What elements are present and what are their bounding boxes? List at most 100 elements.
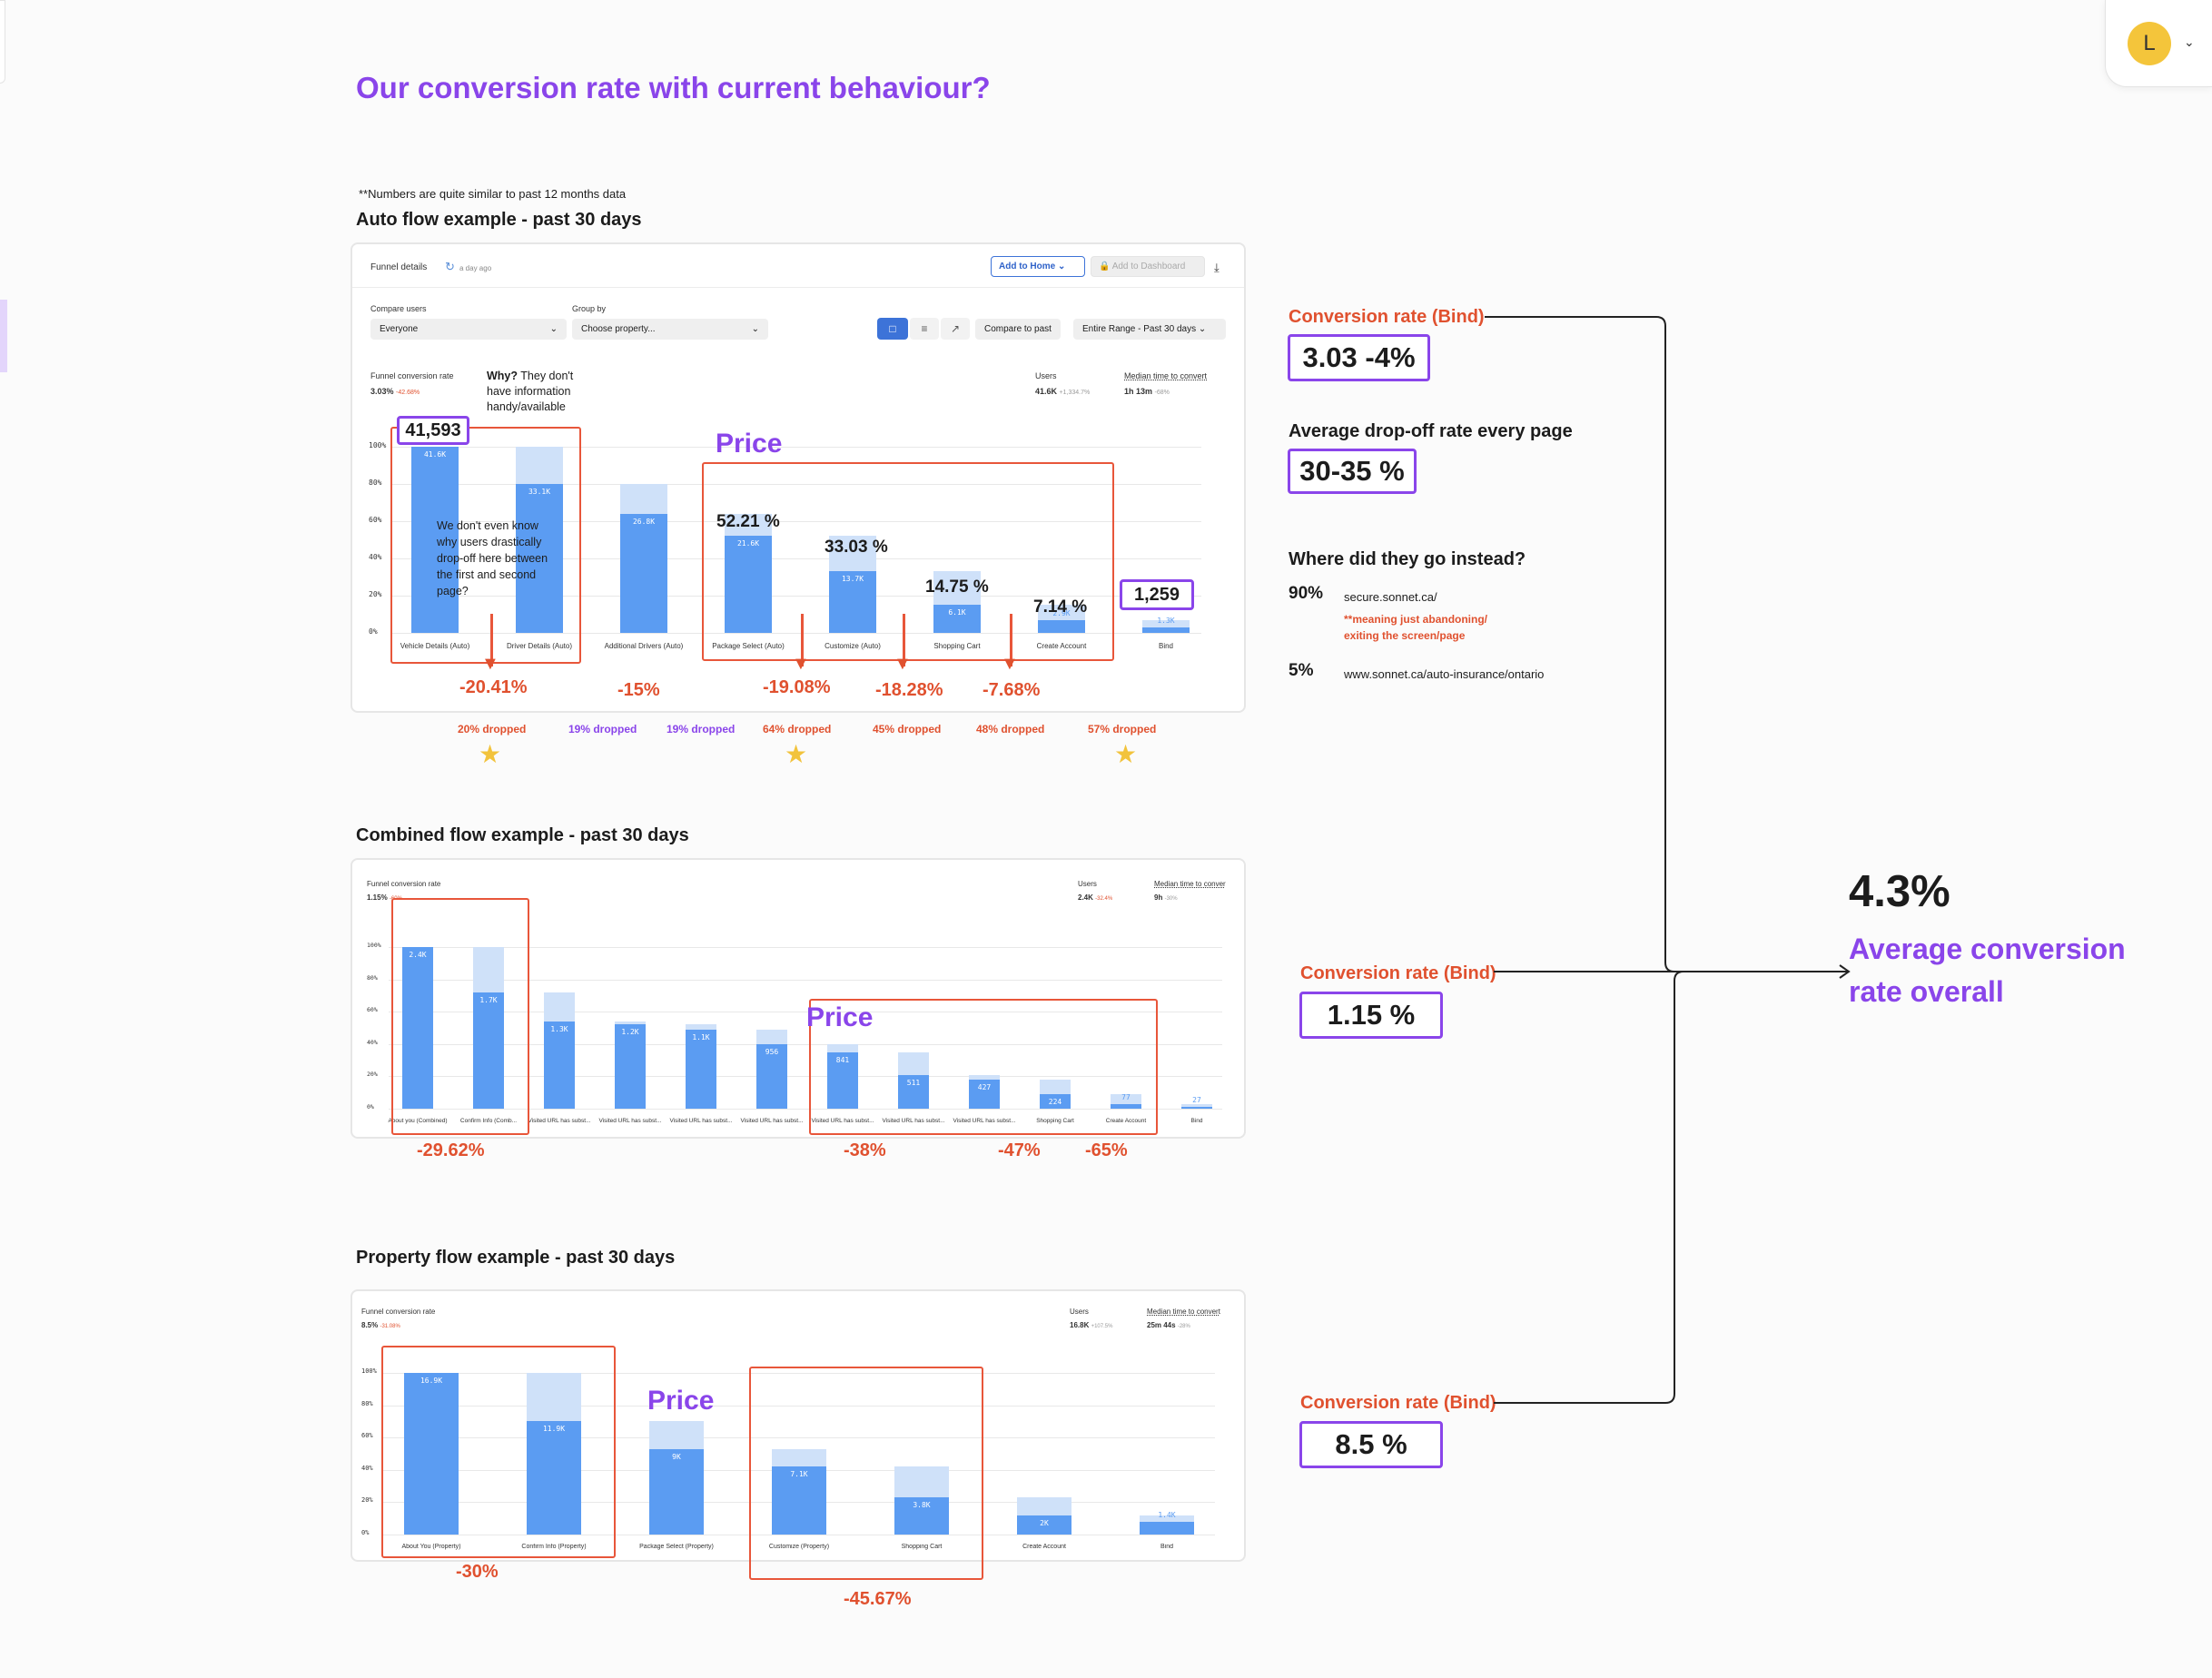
auto-price-pages-highlight [702,462,1114,661]
funnel-bar[interactable]: 26.8K [620,447,667,633]
funnel-bar[interactable]: 224 [1040,947,1071,1109]
add-to-dashboard-button[interactable]: 🔒 Add to Dashboard [1091,256,1205,277]
funnel-bar[interactable]: 6.1K [933,447,981,633]
bar-step-name: Driver Details (Auto) [506,642,572,650]
bar-value-label: 9K [672,1452,681,1461]
y-tick: 60% [361,1432,373,1440]
funnel-bar[interactable]: 1.3K [1142,447,1190,633]
funnel-bar[interactable]: 1.1K [686,947,716,1109]
property-users-number: 16.8K [1070,1321,1090,1329]
funnel-bar[interactable]: 1.4K [1140,1373,1194,1535]
funnel-bar[interactable]: 77 [1111,947,1141,1109]
arrow-head-icon: ▼ [894,654,912,674]
funnel-bar[interactable]: 3.8K [894,1373,949,1535]
combined-users-number: 2.4K [1078,893,1093,902]
auto-41593-badge: 41,593 [397,416,469,445]
funnel-bar[interactable]: 7.1K [772,1373,826,1535]
funnel-bar[interactable]: 13.7K [829,447,876,633]
funnel-bar[interactable]: 427 [969,947,1000,1109]
gridline [389,1076,1222,1078]
date-range-select[interactable]: Entire Range - Past 30 days ⌄ [1073,319,1226,340]
funnel-bar[interactable]: 1.7K [473,947,504,1109]
funnel-bar[interactable]: 511 [898,947,929,1109]
group-by-label: Group by [572,304,607,313]
download-icon[interactable]: ⤓ [1214,261,1220,274]
bar-converted-segment: 427 [969,1079,1000,1109]
auto-pct-3303: 33.03 % [825,538,888,557]
funnel-bar[interactable]: 11.9K [527,1373,581,1535]
bar-step-name: Confirm Info (Comb... [459,1118,518,1124]
funnel-bar[interactable]: 841 [827,947,858,1109]
property-drop-1: -30% [456,1562,499,1582]
bar-value-label: 11.9K [542,1425,566,1434]
combined-fcr-label: Funnel conversion rate [367,880,441,888]
dropped-label: 19% dropped [667,723,736,735]
add-to-home-button[interactable]: Add to Home ⌄ [991,256,1085,277]
property-fcr-number: 8.5% [361,1321,379,1329]
funnel-bar[interactable]: 1.3K [544,947,575,1109]
funnel-bar[interactable]: 1.2K [615,947,646,1109]
cr-property-value: 8.5 % [1299,1421,1443,1468]
arrow-head-icon: ▼ [792,654,810,674]
fcr-label: Funnel conversion rate [370,371,454,380]
y-tick: 20% [369,590,382,598]
chevron-down-icon[interactable]: ⌄ [2184,35,2195,49]
combined-drop-3: -47% [998,1140,1041,1160]
add-dash-label: Add to Dashboard [1111,262,1186,271]
where-1-pct: 90% [1289,584,1324,603]
funnel-view-toggle[interactable]: □ [877,318,908,340]
compare-to-past-button[interactable]: Compare to past [975,319,1061,340]
funnel-bar[interactable]: 16.9K [404,1373,459,1535]
bar-converted-segment: 7.1K [772,1466,826,1535]
where-label: Where did they go instead? [1289,549,1526,569]
avatar-menu[interactable]: L ⌄ [2105,0,2212,87]
bar-step-name: Visited URL has subst... [528,1118,591,1124]
funnel-bar[interactable]: 2.9K [1038,447,1085,633]
bar-value-label: 427 [977,1082,992,1091]
bar-step-name: Visited URL has subst... [740,1118,804,1124]
dropped-label: 57% dropped [1088,723,1157,735]
bar-converted-segment: 1.7K [473,992,504,1109]
avg-drop-value: 30-35 % [1288,449,1417,494]
funnel-bar[interactable]: 2K [1017,1373,1071,1535]
auto-drop-2: -15% [617,680,660,700]
gridline [390,521,1201,522]
bar-converted-segment: 11.9K [527,1421,581,1535]
bar-converted-segment: 26.8K [620,513,667,633]
funnel-bar[interactable]: 27 [1181,947,1212,1109]
bar-step-name: Package Select (Auto) [712,642,785,650]
dropped-label: 19% dropped [568,723,637,735]
overall-rate: 4.3% [1849,867,1950,916]
compare-users-label: Compare users [370,304,427,313]
bar-converted-segment: 511 [898,1074,929,1109]
refresh-icon[interactable]: ↻ [445,260,455,273]
bar-value-label: 7.1K [790,1470,808,1479]
funnel-bar[interactable]: 21.6K [725,447,772,633]
star-icon: ★ [1114,740,1138,768]
funnel-bar[interactable]: 41.6K [411,447,459,633]
left-highlight-tab [0,300,7,372]
avg-drop-label: Average drop-off rate every page [1289,421,1573,441]
compare-users-select[interactable]: Everyone ⌄ [370,319,567,340]
funnel-bar[interactable]: 9K [649,1373,704,1535]
gridline [389,1109,1222,1110]
auto-first-pages-highlight [390,427,581,664]
bar-converted-segment: 2.9K [1038,609,1085,633]
auto-1259-badge: 1,259 [1120,579,1194,610]
bar-step-name: Customize (Property) [768,1544,830,1550]
bar-converted-segment: 77 [1111,1093,1141,1109]
where-2-pct: 5% [1289,661,1314,680]
bar-converted-segment: 1.3K [1142,617,1190,633]
funnel-bar[interactable]: 956 [756,947,787,1109]
bar-converted-segment: 6.1K [933,605,981,633]
group-by-select[interactable]: Choose property... ⌄ [572,319,768,340]
funnel-bar[interactable]: 33.1K [516,447,563,633]
updated-time: a day ago [459,264,492,272]
trends-view-toggle[interactable]: ↗ [941,318,970,340]
funnel-details-label: Funnel details [370,262,428,272]
auto-drop-arrow-1 [490,614,493,666]
steps-view-toggle[interactable]: ≡ [910,318,939,340]
avatar[interactable]: L [2128,22,2171,65]
funnel-bar[interactable]: 2.4K [402,947,433,1109]
